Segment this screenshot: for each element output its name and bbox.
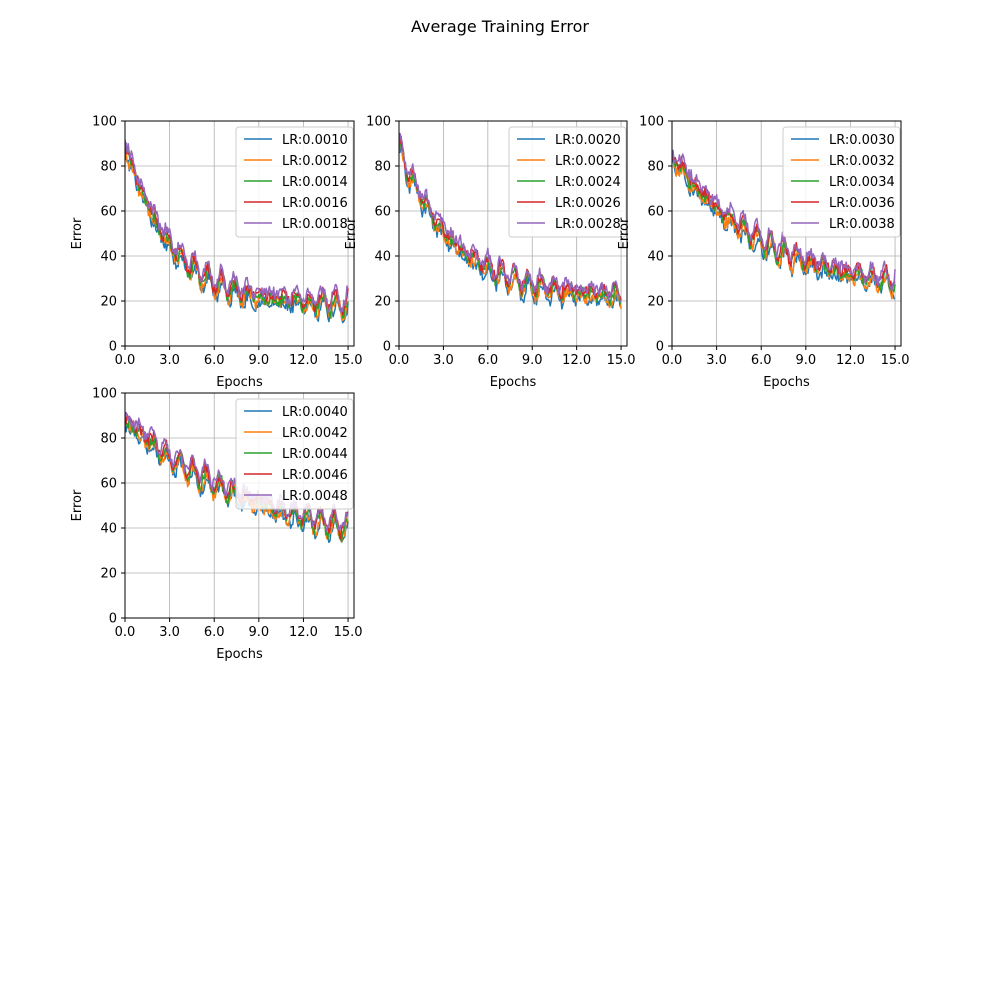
y-tick-label: 80 [374, 160, 391, 175]
y-tick-label: 60 [100, 205, 117, 220]
y-tick-label: 100 [92, 387, 117, 402]
x-tick-label: 0.0 [115, 353, 136, 368]
legend-label: LR:0.0016 [282, 196, 348, 211]
x-tick-label: 12.0 [289, 625, 318, 640]
legend-label: LR:0.0026 [555, 196, 621, 211]
legend-label: LR:0.0028 [555, 217, 621, 232]
legend-box [508, 126, 627, 238]
y-tick-label: 20 [647, 295, 664, 310]
axes-frame [124, 392, 355, 619]
y-tick-label: 100 [366, 115, 391, 130]
y-tick-label: 40 [100, 522, 117, 537]
legend-label: LR:0.0022 [555, 154, 621, 169]
legend-label: LR:0.0034 [829, 175, 895, 190]
series-line-4 [399, 135, 622, 301]
x-axis-label: Epochs [763, 375, 810, 390]
legend-label: LR:0.0040 [282, 405, 348, 420]
legend-box [782, 126, 901, 238]
legend-label: LR:0.0048 [282, 489, 348, 504]
y-axis-label: Error [617, 217, 632, 249]
y-tick-label: 60 [647, 205, 664, 220]
x-tick-label: 0.0 [662, 353, 683, 368]
legend-label: LR:0.0038 [829, 217, 895, 232]
x-axis-label: Epochs [216, 375, 263, 390]
figure-title: Average Training Error [410, 17, 589, 36]
x-tick-label: 15.0 [881, 353, 910, 368]
legend-box [235, 126, 354, 238]
x-tick-label: 6.0 [204, 353, 225, 368]
legend-label: LR:0.0030 [829, 133, 895, 148]
x-tick-label: 6.0 [204, 625, 225, 640]
legend: LR:0.0040 LR:0.0042 LR:0.0044 LR:0.0046 LR:0… [235, 398, 354, 510]
x-tick-label: 12.0 [289, 353, 318, 368]
subplot-3: 0.0 3.0 6.0 9.0 12.0 15.0 0 20 40 60 80 100 Epochs Er… [617, 115, 910, 391]
y-tick-label: 40 [100, 250, 117, 265]
y-tick-label: 0 [109, 340, 117, 355]
x-tick-label: 3.0 [159, 353, 180, 368]
y-tick-label: 100 [92, 115, 117, 130]
x-tick-label: 3.0 [433, 353, 454, 368]
y-tick-label: 20 [374, 295, 391, 310]
axes-frame [124, 120, 355, 347]
series-line-5 [399, 132, 622, 303]
y-tick-label: 80 [100, 432, 117, 447]
legend-label: LR:0.0014 [282, 175, 348, 190]
x-tick-label: 3.0 [706, 353, 727, 368]
subplot-1: 0.0 3.0 6.0 9.0 12.0 15.0 0 20 40 60 80 100 Epochs Er… [70, 115, 363, 391]
y-tick-label: 20 [100, 295, 117, 310]
x-tick-label: 15.0 [334, 353, 363, 368]
x-tick-label: 12.0 [836, 353, 865, 368]
x-tick-label: 0.0 [115, 625, 136, 640]
legend-label: LR:0.0032 [829, 154, 895, 169]
x-tick-label: 9.0 [248, 353, 269, 368]
x-tick-label: 15.0 [607, 353, 636, 368]
subplot-2: 0.0 3.0 6.0 9.0 12.0 15.0 0 20 40 60 80 100 Epochs Er… [344, 115, 636, 391]
series-line-5 [672, 149, 896, 292]
axes-frame [671, 120, 902, 347]
y-axis-label: Error [344, 217, 359, 249]
legend-label: LR:0.0046 [282, 468, 348, 483]
axes-frame [398, 120, 628, 347]
x-axis-label: Epochs [490, 375, 537, 390]
y-tick-label: 20 [100, 567, 117, 582]
legend-label: LR:0.0044 [282, 447, 348, 462]
y-tick-label: 60 [100, 477, 117, 492]
x-tick-label: 9.0 [795, 353, 816, 368]
x-tick-label: 9.0 [522, 353, 543, 368]
legend-label: LR:0.0020 [555, 133, 621, 148]
legend-label: LR:0.0012 [282, 154, 348, 169]
x-axis-label: Epochs [216, 647, 263, 662]
legend-label: LR:0.0010 [282, 133, 348, 148]
legend-label: LR:0.0018 [282, 217, 348, 232]
y-tick-label: 40 [374, 250, 391, 265]
subplot-4: 0.0 3.0 6.0 9.0 12.0 15.0 0 20 40 60 80 100 Epochs Er… [70, 387, 363, 663]
y-tick-label: 0 [109, 612, 117, 627]
x-tick-label: 9.0 [248, 625, 269, 640]
legend: LR:0.0020 LR:0.0022 LR:0.0024 LR:0.0026 LR:0… [508, 126, 627, 238]
legend-label: LR:0.0024 [555, 175, 621, 190]
series-line-5 [125, 141, 349, 313]
y-tick-label: 0 [656, 340, 664, 355]
y-tick-label: 100 [639, 115, 664, 130]
legend-label: LR:0.0036 [829, 196, 895, 211]
y-tick-label: 60 [374, 205, 391, 220]
y-tick-label: 80 [100, 160, 117, 175]
legend: LR:0.0010 LR:0.0012 LR:0.0014 LR:0.0016 LR:0… [235, 126, 354, 238]
x-tick-label: 6.0 [751, 353, 772, 368]
x-tick-label: 3.0 [159, 625, 180, 640]
series-line-4 [125, 146, 349, 316]
x-tick-label: 12.0 [562, 353, 591, 368]
x-tick-label: 0.0 [389, 353, 410, 368]
y-axis-label: Error [70, 217, 85, 249]
legend-box [235, 398, 354, 510]
y-axis-label: Error [70, 489, 85, 521]
y-tick-label: 40 [647, 250, 664, 265]
y-tick-label: 80 [647, 160, 664, 175]
y-tick-label: 0 [383, 340, 391, 355]
legend: LR:0.0030 LR:0.0032 LR:0.0034 LR:0.0036 LR:0… [782, 126, 901, 238]
x-tick-label: 15.0 [334, 625, 363, 640]
legend-label: LR:0.0042 [282, 426, 348, 441]
x-tick-label: 6.0 [477, 353, 498, 368]
